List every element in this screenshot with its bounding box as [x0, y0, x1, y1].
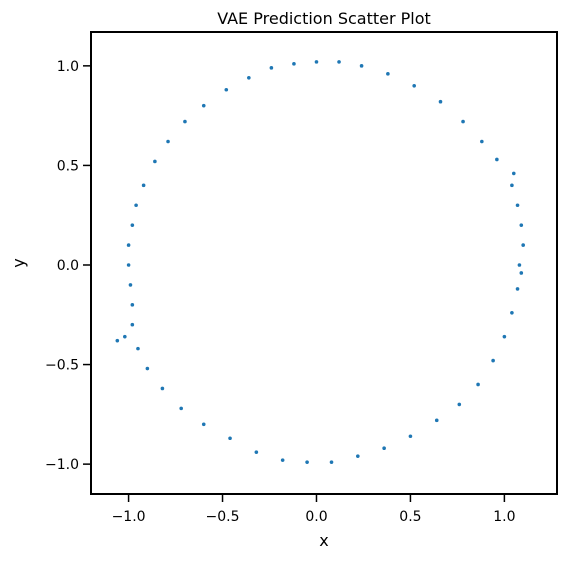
data-point: [337, 60, 341, 64]
data-point: [145, 366, 150, 371]
data-point: [126, 243, 131, 247]
data-point: [130, 322, 135, 327]
x-axis-ticks: −1.0 −0.5 0.0 0.5 1.0: [112, 494, 516, 525]
data-point: [141, 183, 146, 188]
data-point: [115, 338, 120, 343]
data-point: [519, 223, 524, 227]
x-tick-label: −0.5: [206, 509, 240, 525]
data-point: [408, 434, 413, 439]
x-axis-label: x: [319, 531, 328, 550]
data-point: [228, 436, 232, 441]
y-tick-label: 0.5: [57, 158, 79, 174]
data-point: [128, 283, 133, 287]
data-point: [356, 454, 360, 458]
data-point: [329, 460, 334, 464]
data-point: [511, 171, 516, 176]
data-point: [521, 243, 525, 247]
data-point: [224, 87, 229, 92]
data-point: [412, 83, 416, 88]
plot-frame: [90, 31, 558, 495]
data-point: [179, 406, 183, 411]
data-point: [160, 386, 165, 391]
data-point: [166, 139, 170, 144]
data-point: [519, 271, 524, 275]
data-point: [502, 334, 507, 339]
data-point: [457, 402, 462, 407]
data-point: [515, 203, 520, 208]
x-tick-label: 0.0: [305, 509, 327, 525]
x-tick-label: 0.5: [399, 509, 421, 525]
data-point: [269, 66, 274, 70]
data-point: [126, 263, 131, 267]
data-point: [153, 159, 157, 164]
y-axis-label: y: [9, 258, 28, 267]
x-tick-label: 1.0: [493, 509, 515, 525]
data-point: [201, 103, 206, 108]
data-point: [136, 346, 140, 351]
data-point: [434, 418, 439, 423]
data-point: [438, 99, 443, 104]
data-point: [382, 446, 386, 450]
data-point: [510, 310, 514, 315]
data-point: [491, 358, 495, 363]
chart-title: VAE Prediction Scatter Plot: [217, 9, 431, 28]
data-point: [476, 382, 480, 387]
y-tick-label: 1.0: [57, 59, 79, 75]
data-point: [247, 76, 251, 80]
data-point: [461, 119, 465, 124]
data-point: [515, 287, 520, 291]
data-point: [480, 139, 484, 144]
x-tick-label: −1.0: [112, 509, 146, 525]
data-point: [123, 334, 127, 339]
data-point: [305, 460, 309, 464]
y-tick-label: −0.5: [45, 358, 79, 374]
data-point: [386, 72, 390, 76]
data-point: [130, 303, 135, 307]
data-point: [134, 203, 138, 208]
data-point: [517, 263, 522, 267]
data-point: [280, 458, 285, 462]
data-point: [201, 422, 206, 427]
data-point: [314, 60, 319, 64]
points-layer: [115, 60, 525, 464]
data-point: [292, 62, 296, 66]
data-point: [495, 157, 499, 162]
data-point: [359, 64, 364, 68]
y-tick-label: −1.0: [45, 457, 79, 473]
data-point: [183, 119, 187, 124]
data-point: [510, 183, 514, 188]
data-point: [130, 223, 135, 227]
data-point: [254, 450, 259, 454]
y-axis-ticks: −1.0 −0.5 0.0 0.5 1.0: [45, 59, 91, 473]
y-tick-label: 0.0: [57, 258, 79, 274]
